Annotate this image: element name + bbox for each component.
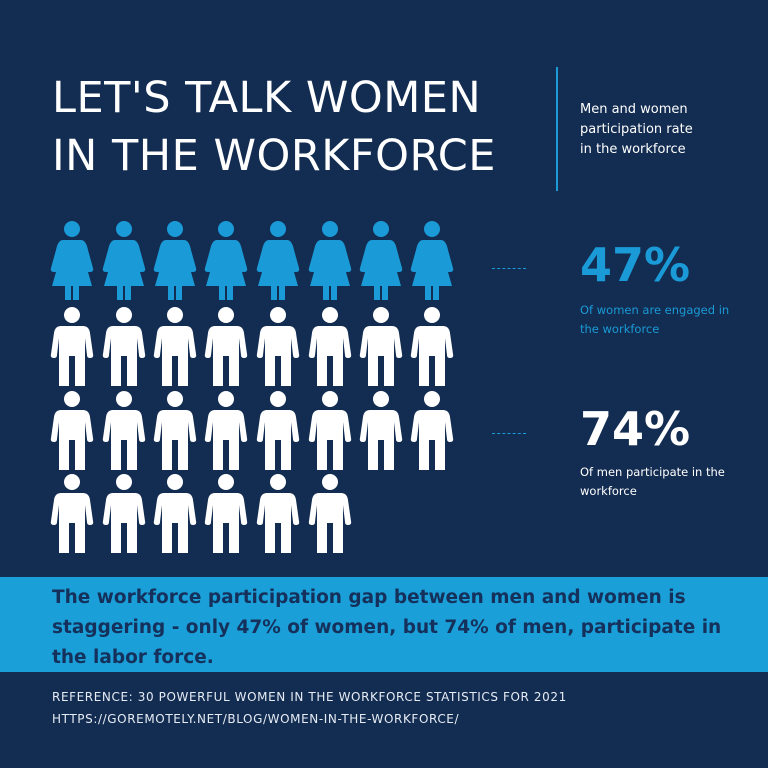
woman-icon — [50, 221, 94, 300]
man-icon — [308, 391, 352, 470]
man-icon — [256, 307, 300, 386]
man-icon — [50, 391, 94, 470]
title-line: LET'S TALK WOMEN — [52, 73, 482, 123]
man-icon — [50, 474, 94, 553]
man-icon — [102, 307, 146, 386]
stat-value: 74% — [580, 402, 691, 456]
man-icon — [102, 474, 146, 553]
stat-label: Of women are engaged in the workforce — [580, 303, 730, 336]
woman-icon — [256, 221, 300, 300]
man-icon — [153, 307, 197, 386]
man-icon — [204, 474, 248, 553]
man-icon — [308, 307, 352, 386]
summary: The workforce participation gap between … — [52, 587, 722, 668]
man-icon — [410, 307, 454, 386]
man-icon — [359, 391, 403, 470]
man-icon — [153, 474, 197, 553]
woman-icon — [204, 221, 248, 300]
connector — [492, 268, 526, 269]
man-icon — [153, 391, 197, 470]
man-icon — [359, 307, 403, 386]
summary-band — [0, 577, 768, 672]
connector — [492, 433, 526, 434]
man-icon — [256, 474, 300, 553]
woman-icon — [308, 221, 352, 300]
man-icon — [410, 391, 454, 470]
reference-url: HTTPS://GOREMOTELY.NET/BLOG/WOMEN-IN-THE… — [52, 712, 460, 726]
man-icon — [308, 474, 352, 553]
stat-value: 47% — [580, 238, 691, 292]
man-icon — [204, 307, 248, 386]
man-icon — [204, 391, 248, 470]
woman-icon — [153, 221, 197, 300]
woman-icon — [359, 221, 403, 300]
man-icon — [256, 391, 300, 470]
stat-label: Of men participate in the workforce — [580, 465, 725, 498]
reference: REFERENCE: 30 POWERFUL WOMEN IN THE WORK… — [52, 690, 567, 704]
divider — [556, 67, 558, 191]
subtitle: Men and women participation rate in the … — [580, 102, 693, 157]
woman-icon — [410, 221, 454, 300]
woman-icon — [102, 221, 146, 300]
icon-grid — [50, 221, 454, 553]
man-icon — [102, 391, 146, 470]
title-line: IN THE WORKFORCE — [52, 131, 496, 181]
man-icon — [50, 307, 94, 386]
